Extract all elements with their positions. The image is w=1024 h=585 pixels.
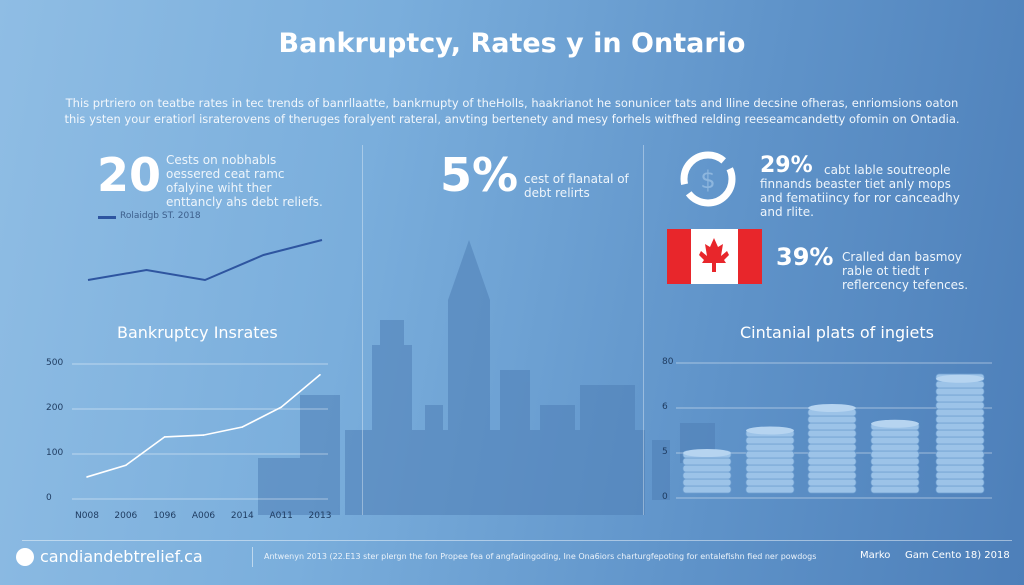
stat-text: Cralled dan basmoy rable ot tiedt r refl… bbox=[842, 250, 969, 292]
chart-title: Cintanial plats of ingiets bbox=[740, 323, 935, 342]
data-point bbox=[241, 426, 244, 428]
stat-text: cest of flanatal of debt relirts bbox=[524, 172, 629, 200]
data-point bbox=[125, 464, 127, 467]
footer-note: Antwenyn 2013 (22.E13 ster plergn the fo… bbox=[264, 552, 817, 561]
data-point bbox=[202, 434, 205, 436]
data-point bbox=[163, 436, 166, 438]
coin-stack-bar bbox=[807, 404, 857, 494]
intro-paragraph: This prtriero on teatbe rates in tec tre… bbox=[64, 96, 960, 126]
divider bbox=[362, 145, 363, 515]
data-point bbox=[86, 476, 88, 478]
divider bbox=[643, 145, 644, 515]
coin-stack-bar bbox=[745, 426, 795, 494]
brand-name[interactable]: candiandebtrelief.ca bbox=[40, 547, 203, 566]
trend-line bbox=[87, 239, 323, 282]
x-tick-label: 1096 bbox=[153, 511, 177, 521]
y-tick-label: 100 bbox=[46, 448, 64, 458]
x-tick-label: N008 bbox=[75, 511, 99, 521]
y-tick-label: 5 bbox=[662, 447, 668, 457]
x-tick-label: A006 bbox=[191, 511, 216, 521]
legend-label: Rolaidgb ST. 2018 bbox=[120, 211, 201, 221]
y-tick-label: 6 bbox=[662, 402, 668, 412]
y-tick-label: 200 bbox=[46, 403, 64, 413]
stat-text: Cests on nobhabls oessered ceat ramc ofa… bbox=[166, 153, 323, 209]
chart-title: Bankruptcy Insrates bbox=[117, 323, 278, 342]
coin-stack-bar bbox=[935, 373, 985, 494]
data-point bbox=[319, 374, 321, 376]
x-tick-label: A011 bbox=[269, 511, 293, 521]
footer-separator bbox=[252, 547, 253, 567]
footer-right-2: Gam Cento 18) 2018 bbox=[905, 550, 1010, 561]
y-tick-label: 500 bbox=[46, 358, 64, 368]
footer-divider bbox=[22, 540, 1012, 541]
data-point bbox=[280, 406, 282, 409]
stat-value: 20 bbox=[97, 148, 162, 202]
footer-right-1: Marko bbox=[860, 550, 891, 561]
x-tick-label: 2006 bbox=[114, 511, 138, 521]
stat-text: cabt lable soutreople finnands beaster t… bbox=[760, 163, 960, 219]
brand-logo-icon bbox=[16, 548, 34, 566]
y-tick-label: 80 bbox=[662, 357, 674, 367]
x-tick-label: 2014 bbox=[230, 511, 254, 521]
y-tick-label: 0 bbox=[46, 493, 52, 503]
coin-stack-bar bbox=[682, 449, 732, 494]
data-line bbox=[86, 374, 321, 478]
stat-value: 29% bbox=[760, 153, 813, 178]
y-tick-label: 0 bbox=[662, 492, 668, 502]
stat-value: 5% bbox=[440, 148, 519, 202]
legend-swatch bbox=[98, 216, 116, 219]
x-tick-label: 2013 bbox=[308, 511, 332, 521]
coin-stack-bar bbox=[870, 419, 920, 494]
stat-value: 39% bbox=[776, 243, 834, 271]
page-title: Bankruptcy, Rates y in Ontario bbox=[278, 28, 746, 59]
